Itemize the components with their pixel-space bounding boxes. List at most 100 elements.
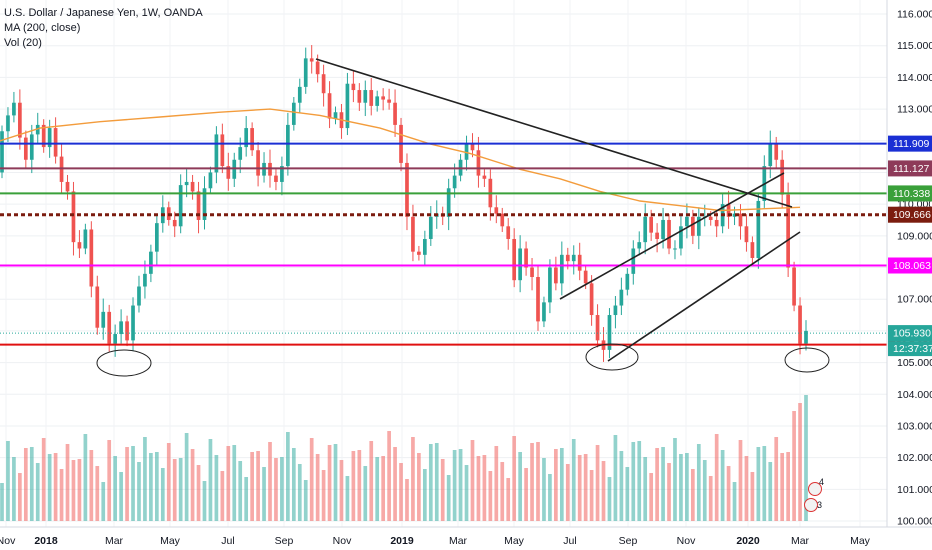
volume-bar [65, 444, 70, 521]
volume-bar [268, 442, 272, 521]
candle-body [786, 194, 790, 268]
volume-bar [500, 462, 505, 521]
volume-bar [631, 442, 636, 521]
volume-bar [542, 458, 546, 521]
candle-body [250, 128, 254, 151]
volume-bar [548, 474, 552, 521]
volume-bar [720, 450, 725, 521]
volume-bar [214, 455, 219, 521]
time-tick-label: Nov [677, 535, 696, 547]
volume-bar [18, 473, 22, 521]
volume-bar [89, 450, 94, 521]
volume-bar [679, 454, 683, 521]
event-count-4: 4 [819, 477, 824, 487]
volume-bar [280, 457, 284, 521]
volume-bar [137, 462, 141, 521]
volume-bar [619, 451, 624, 521]
price-tick-label: 105.000 [897, 357, 932, 369]
candle-body [363, 90, 368, 103]
volume-bar [286, 432, 290, 521]
volume-bar [387, 431, 391, 521]
candle-body [798, 305, 802, 344]
candle-body [35, 124, 40, 135]
volume-bar [464, 465, 469, 521]
candle-body [512, 238, 517, 281]
volume-bar [274, 458, 278, 521]
candle-body [369, 90, 374, 106]
candle-body [679, 226, 683, 249]
candle-body [23, 137, 28, 160]
time-axis[interactable]: Nov 2018 Mar May Jul Sep Nov 2019 Mar May Jul Sep No… [0, 535, 871, 547]
symbol-title[interactable]: U.S. Dollar / Japanese Yen, 1W, OANDA [4, 7, 203, 19]
volume-bar [595, 445, 600, 521]
volume-bar [744, 456, 749, 521]
candle-body [619, 289, 624, 306]
candle-body [119, 321, 123, 335]
volume-bar [35, 463, 40, 521]
price-tick-label: 102.000 [897, 452, 932, 464]
volume-bar [696, 444, 701, 521]
candle-body [637, 242, 642, 249]
volume-indicator-label[interactable]: Vol (20) [4, 37, 42, 49]
volume-bar [589, 470, 594, 521]
volume-bar [41, 438, 46, 521]
candle-body [571, 254, 576, 262]
volume-bar [732, 482, 737, 521]
event-flag-icon[interactable] [808, 482, 822, 496]
volume-bar [315, 454, 320, 521]
volume-bar [422, 469, 427, 521]
candle-body [804, 330, 808, 344]
volume-bar [0, 483, 4, 521]
level-price-label: 111.127 [893, 163, 930, 175]
candle-body [554, 267, 558, 284]
candle-body [303, 58, 308, 87]
channel-upper-line[interactable] [559, 172, 785, 300]
current-price-label: 105.930 [893, 328, 931, 340]
volume-bar [512, 436, 517, 521]
candle-body [506, 226, 511, 239]
candle-body [750, 242, 755, 258]
candle-body [393, 102, 397, 125]
volume-bar [524, 468, 528, 521]
volume-bar [571, 439, 576, 521]
candle-body [321, 74, 326, 94]
volume-bar [184, 433, 189, 521]
candle-body [196, 191, 201, 220]
volume-bar [202, 481, 207, 521]
event-flag-icon[interactable] [804, 498, 818, 512]
volume-bar [166, 443, 171, 521]
candle-body [178, 185, 183, 227]
volume-bar [12, 457, 16, 521]
volume-bar [518, 452, 522, 521]
candle-body [500, 213, 505, 227]
level-price-tag [888, 185, 932, 202]
candle-body [387, 99, 391, 103]
volume-bar [536, 442, 540, 521]
candle-body [685, 216, 689, 227]
support-ellipse-3[interactable] [784, 347, 830, 373]
ma-indicator-label[interactable]: MA (200, close) [4, 22, 81, 34]
candle-body [768, 143, 773, 167]
candle-body [643, 216, 648, 243]
candle-body [95, 286, 100, 328]
candle-body [297, 86, 302, 103]
candle-body [732, 213, 737, 217]
candle-body [452, 175, 457, 189]
candle-body [77, 242, 82, 249]
volume-bar [411, 437, 415, 521]
volume-bar [649, 473, 654, 521]
volume-bar [339, 460, 344, 521]
candle-body [536, 277, 540, 322]
volume-bar [321, 470, 326, 521]
channel-lower-line[interactable] [607, 231, 801, 362]
support-ellipse-2[interactable] [585, 343, 639, 371]
volume-bar [762, 446, 767, 521]
candle-body [559, 254, 564, 284]
descending-trendline[interactable] [315, 58, 793, 208]
volume-bar [83, 434, 88, 521]
level-price-label: 108.063 [893, 260, 931, 272]
volume-bar [637, 441, 642, 521]
support-ellipse-1[interactable] [96, 349, 152, 377]
candle-body [226, 166, 231, 179]
